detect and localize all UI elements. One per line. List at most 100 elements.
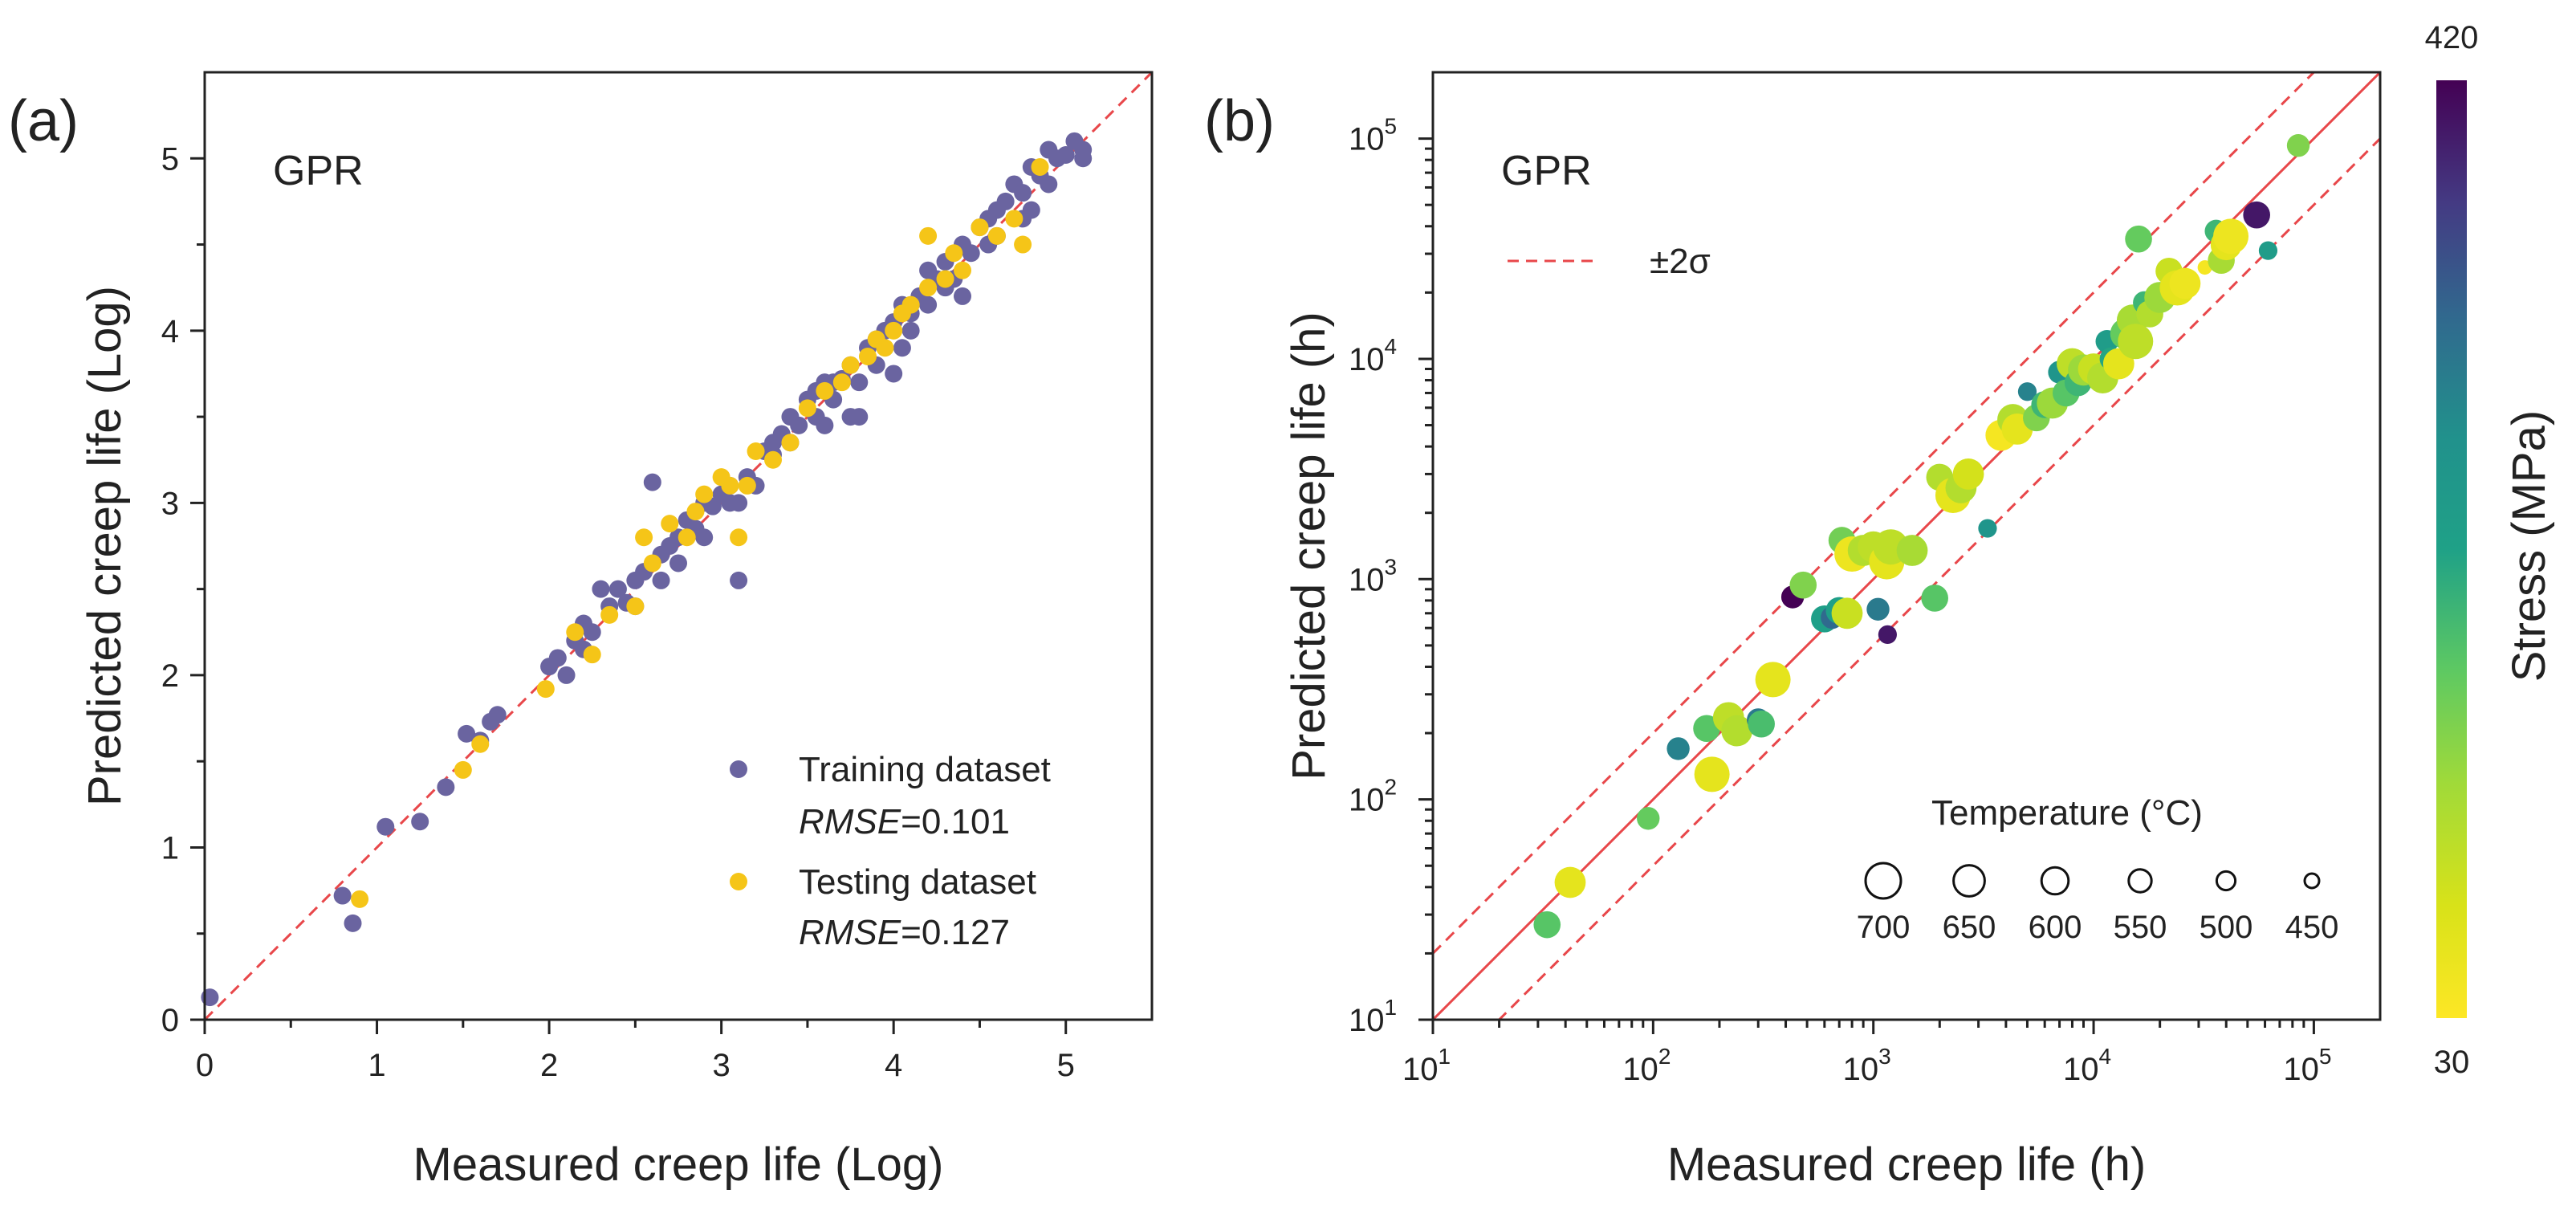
- panel-b-ytick-label: 103: [1349, 554, 1397, 597]
- creep-life-point: [2286, 134, 2310, 157]
- testing-point: [583, 646, 601, 664]
- testing-point: [971, 218, 989, 237]
- legend-training-label: Training dataset: [799, 750, 1051, 789]
- panel-b-ytick-label: 102: [1349, 775, 1397, 818]
- testing-point: [626, 597, 645, 616]
- training-point: [1074, 149, 1093, 168]
- training-point: [669, 554, 687, 572]
- legend-testing-marker: [730, 873, 747, 890]
- creep-life-point: [1921, 585, 1948, 612]
- training-point: [816, 416, 834, 434]
- training-point: [557, 666, 576, 684]
- size-legend-label: 600: [2029, 910, 2082, 945]
- panel-b-xtick-label: 103: [1843, 1044, 1891, 1087]
- testing-point: [351, 890, 369, 908]
- training-point: [643, 473, 661, 491]
- creep-life-point: [1666, 737, 1690, 760]
- testing-point: [678, 528, 696, 547]
- legend-training-metric: RMSE=0.101: [799, 802, 1010, 841]
- panel-a-xlabel: Measured creep life (Log): [413, 1139, 944, 1191]
- panel-b-lower-band-line: [1497, 137, 2380, 1020]
- panel-b-xtick-label: 105: [2283, 1044, 2331, 1087]
- legend-testing-metric-value: =0.127: [901, 913, 1010, 952]
- testing-point: [730, 528, 748, 547]
- testing-point: [686, 503, 705, 521]
- training-point: [764, 434, 782, 452]
- testing-point: [945, 244, 963, 263]
- creep-life-point: [2243, 201, 2270, 229]
- panel-b-xlabel: Measured creep life (h): [1667, 1139, 2146, 1191]
- panel-a-legend: Training dataset RMSE=0.101 Testing data…: [730, 750, 1051, 952]
- panel-b-upper-band-line: [1433, 72, 2316, 955]
- testing-point: [471, 735, 490, 753]
- panel-b-xtick-label: 101: [1402, 1044, 1451, 1087]
- size-legend-label: 650: [1943, 910, 1996, 945]
- testing-point: [876, 339, 894, 357]
- colorbar-gradient: [2436, 80, 2467, 1018]
- creep-life-point: [1721, 715, 1753, 747]
- panel-a-ytick-label: 2: [161, 658, 179, 694]
- creep-life-point: [1866, 597, 1890, 621]
- creep-life-point: [1748, 710, 1775, 738]
- creep-life-point: [2125, 225, 2152, 253]
- creep-life-point: [1694, 756, 1730, 792]
- creep-life-point: [1693, 715, 1720, 743]
- size-legend-marker: [2215, 870, 2237, 892]
- training-point: [1056, 145, 1075, 164]
- testing-point: [919, 279, 938, 297]
- training-point: [437, 778, 455, 796]
- size-legend-marker: [2127, 868, 2153, 894]
- training-point: [850, 373, 869, 392]
- testing-point: [454, 760, 472, 779]
- training-point: [376, 817, 395, 836]
- creep-life-point: [1978, 519, 1997, 538]
- training-point: [695, 528, 714, 547]
- training-point: [841, 408, 860, 426]
- training-point: [1014, 184, 1032, 202]
- testing-point: [832, 373, 851, 392]
- creep-life-point: [2118, 324, 2154, 360]
- panel-b-ytick-label: 105: [1349, 114, 1397, 157]
- training-point: [721, 494, 739, 512]
- testing-point: [798, 399, 816, 418]
- panel-a-ytick-label: 5: [161, 141, 179, 177]
- colorbar: 420 30 Stress (MPa): [2425, 20, 2555, 1080]
- legend-training-marker: [730, 760, 747, 778]
- panel-b-ytick-label: 101: [1349, 995, 1397, 1038]
- training-point: [652, 571, 670, 589]
- legend-training-metric-name: RMSE: [799, 802, 901, 841]
- panel-a-ticks: 0 1 2 3 4 5 0 1 2 3 4 5: [161, 141, 1075, 1083]
- size-legend-marker: [2303, 872, 2321, 890]
- creep-life-point: [1831, 597, 1863, 629]
- testing-point: [661, 515, 679, 533]
- creep-life-point: [1637, 807, 1660, 830]
- creep-life-point: [2213, 218, 2249, 255]
- training-point: [548, 649, 567, 667]
- training-point: [608, 580, 627, 598]
- training-point: [885, 365, 903, 383]
- testing-point: [901, 295, 920, 314]
- panel-a-ytick-label: 4: [161, 314, 179, 349]
- training-point: [790, 416, 808, 434]
- training-point: [901, 321, 920, 340]
- testing-point: [600, 605, 619, 624]
- training-point: [1022, 201, 1040, 219]
- panel-a-ytick-label: 0: [161, 1003, 179, 1038]
- training-point: [488, 706, 507, 724]
- panel-a-xtick-label: 4: [885, 1048, 902, 1083]
- panel-a-xtick-label: 3: [713, 1048, 730, 1083]
- colorbar-title: Stress (MPa): [2503, 410, 2555, 682]
- testing-point: [747, 442, 765, 460]
- testing-point: [695, 485, 714, 503]
- training-point: [919, 261, 938, 279]
- panel-b-ytick-label: 104: [1349, 334, 1397, 377]
- testing-point: [954, 261, 971, 279]
- panel-b-xtick-label: 104: [2063, 1044, 2111, 1087]
- training-point: [333, 886, 352, 905]
- training-point: [730, 571, 748, 589]
- testing-point: [919, 226, 938, 245]
- testing-point: [816, 381, 834, 400]
- training-point: [893, 339, 911, 357]
- training-point: [919, 295, 938, 314]
